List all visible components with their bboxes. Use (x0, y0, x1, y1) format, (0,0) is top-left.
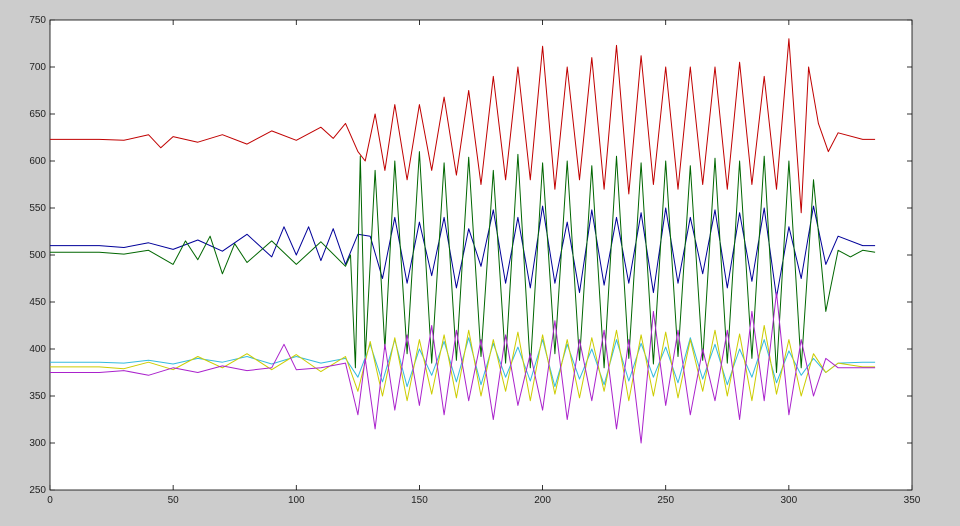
series-line-2 (50, 205, 876, 298)
y-tick-label: 450 (29, 297, 46, 308)
y-tick-label: 750 (29, 15, 46, 26)
y-tick-label: 300 (29, 438, 46, 449)
y-tick-label: 700 (29, 62, 46, 73)
y-tick-label: 350 (29, 391, 46, 402)
series-line-1 (50, 38, 876, 214)
series-lines (50, 38, 876, 444)
y-tick-label: 600 (29, 156, 46, 167)
x-tick-label: 250 (657, 495, 674, 506)
series-line-3 (50, 151, 876, 373)
y-tick-label: 550 (29, 203, 46, 214)
axis-tick-labels: 0 50 100 150 200 250 300 350 250 300 350 400 450 500 5… (29, 15, 920, 506)
y-tick-label: 250 (29, 485, 46, 496)
x-tick-label: 200 (534, 495, 551, 506)
plot-area (49, 19, 913, 491)
series-line-4 (50, 337, 876, 388)
x-tick-label: 150 (411, 495, 428, 506)
series-line-5 (50, 325, 876, 402)
x-tick-label: 0 (47, 495, 53, 506)
series-line-6 (50, 292, 876, 444)
y-tick-label: 650 (29, 109, 46, 120)
axis-ticks (49, 19, 913, 491)
y-tick-label: 500 (29, 250, 46, 261)
x-tick-label: 100 (288, 495, 305, 506)
x-tick-label: 50 (168, 495, 180, 506)
x-tick-label: 350 (904, 495, 921, 506)
x-tick-label: 300 (781, 495, 798, 506)
y-tick-label: 400 (29, 344, 46, 355)
